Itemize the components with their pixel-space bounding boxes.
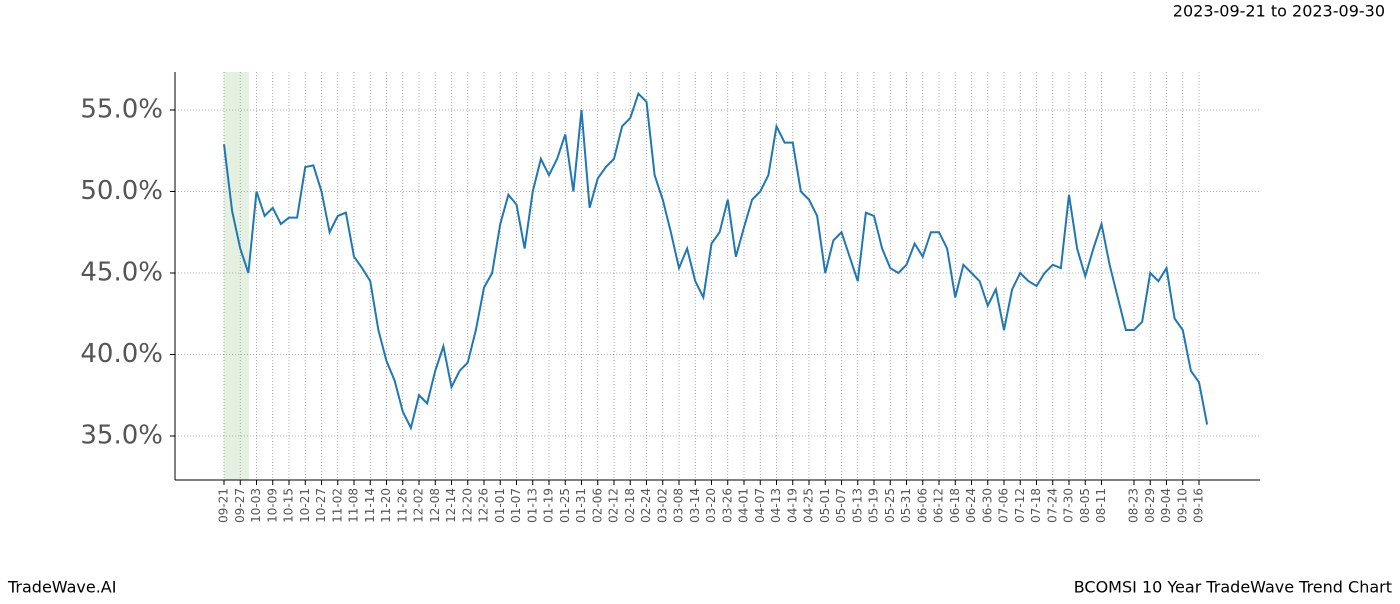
x-tick-label: 09-16 [1192,488,1206,523]
x-tick-label: 01-25 [558,488,572,523]
x-tick-label: 06-18 [948,488,962,523]
x-tick-label: 08-05 [1078,488,1092,523]
x-tick-label: 12-02 [412,488,426,523]
x-tick-label: 10-27 [314,488,328,523]
line [223,91,1209,431]
x-tick-label: 07-30 [1062,488,1076,523]
x-tick-label: 07-12 [1013,488,1027,523]
x-tick-label: 02-24 [639,488,653,523]
x-tick-label: 03-26 [720,488,734,523]
chart-caption: BCOMSI 10 Year TradeWave Trend Chart [1074,578,1392,597]
x-tick-label: 11-20 [379,488,393,523]
x-tick-label: 07-06 [997,488,1011,523]
x-tick-label: 09-27 [233,488,247,523]
x-tick-label: 08-29 [1143,488,1157,523]
x-tick-label: 10-15 [282,488,296,523]
x-tick-label: 10-03 [249,488,263,523]
x-tick-label: 03-08 [672,488,686,523]
x-tick-label: 05-25 [883,488,897,523]
x-tick-label: 08-11 [1094,488,1108,523]
x-tick-label: 03-20 [704,488,718,523]
x-tick-label: 02-06 [590,488,604,523]
x-tick-label: 04-13 [769,488,783,523]
y-tick-label: 40.0% [80,339,163,369]
x-tick-label: 11-08 [347,488,361,523]
y-tick-label: 50.0% [80,176,163,206]
x-tick-label: 01-13 [525,488,539,523]
x-tick-label: 10-09 [265,488,279,523]
x-tick-label: 12-20 [460,488,474,523]
y-tick-label: 35.0% [80,420,163,450]
date-range: 2023-09-21 to 2023-09-30 [1173,2,1385,21]
x-tick-label: 12-14 [444,488,458,523]
x-tick-label: 06-12 [932,488,946,523]
x-tick-label: 02-18 [623,488,637,523]
y-tick-label: 45.0% [80,257,163,287]
x-tick-label: 01-07 [509,488,523,523]
x-tick-label: 05-19 [867,488,881,523]
x-tick-label: 06-30 [980,488,994,523]
x-tick-label: 12-08 [428,488,442,523]
x-tick-label: 06-24 [964,488,978,523]
x-tick-label: 08-23 [1127,488,1141,523]
x-tick-label: 01-31 [574,488,588,523]
x-tick-label: 10-21 [298,488,312,523]
x-tick-label: 05-01 [818,488,832,523]
x-tick-label: 04-25 [802,488,816,523]
x-tick-label: 02-12 [607,488,621,523]
x-tick-label: 05-13 [850,488,864,523]
x-tick-label: 01-19 [542,488,556,523]
x-tick-label: 11-02 [330,488,344,523]
x-tick-label: 04-19 [785,488,799,523]
x-tick-label: 09-21 [217,488,231,523]
x-tick-label: 07-18 [1029,488,1043,523]
x-tick-label: 09-10 [1175,488,1189,523]
x-tick-label: 03-14 [688,488,702,523]
x-tick-label: 09-04 [1159,488,1173,523]
x-tick-label: 01-01 [493,488,507,523]
x-tick-label: 11-26 [395,488,409,523]
x-tick-label: 05-07 [834,488,848,523]
highlight-band [224,72,249,480]
x-tick-label: 04-01 [737,488,751,523]
x-tick-label: 04-07 [753,488,767,523]
brand: TradeWave.AI [7,578,116,597]
x-tick-label: 12-26 [477,488,491,523]
y-tick-label: 55.0% [80,94,163,124]
x-tick-label: 07-24 [1045,488,1059,523]
x-tick-label: 06-06 [915,488,929,523]
x-tick-label: 11-14 [363,488,377,523]
x-tick-label: 05-31 [899,488,913,523]
x-tick-label: 03-02 [655,488,669,523]
